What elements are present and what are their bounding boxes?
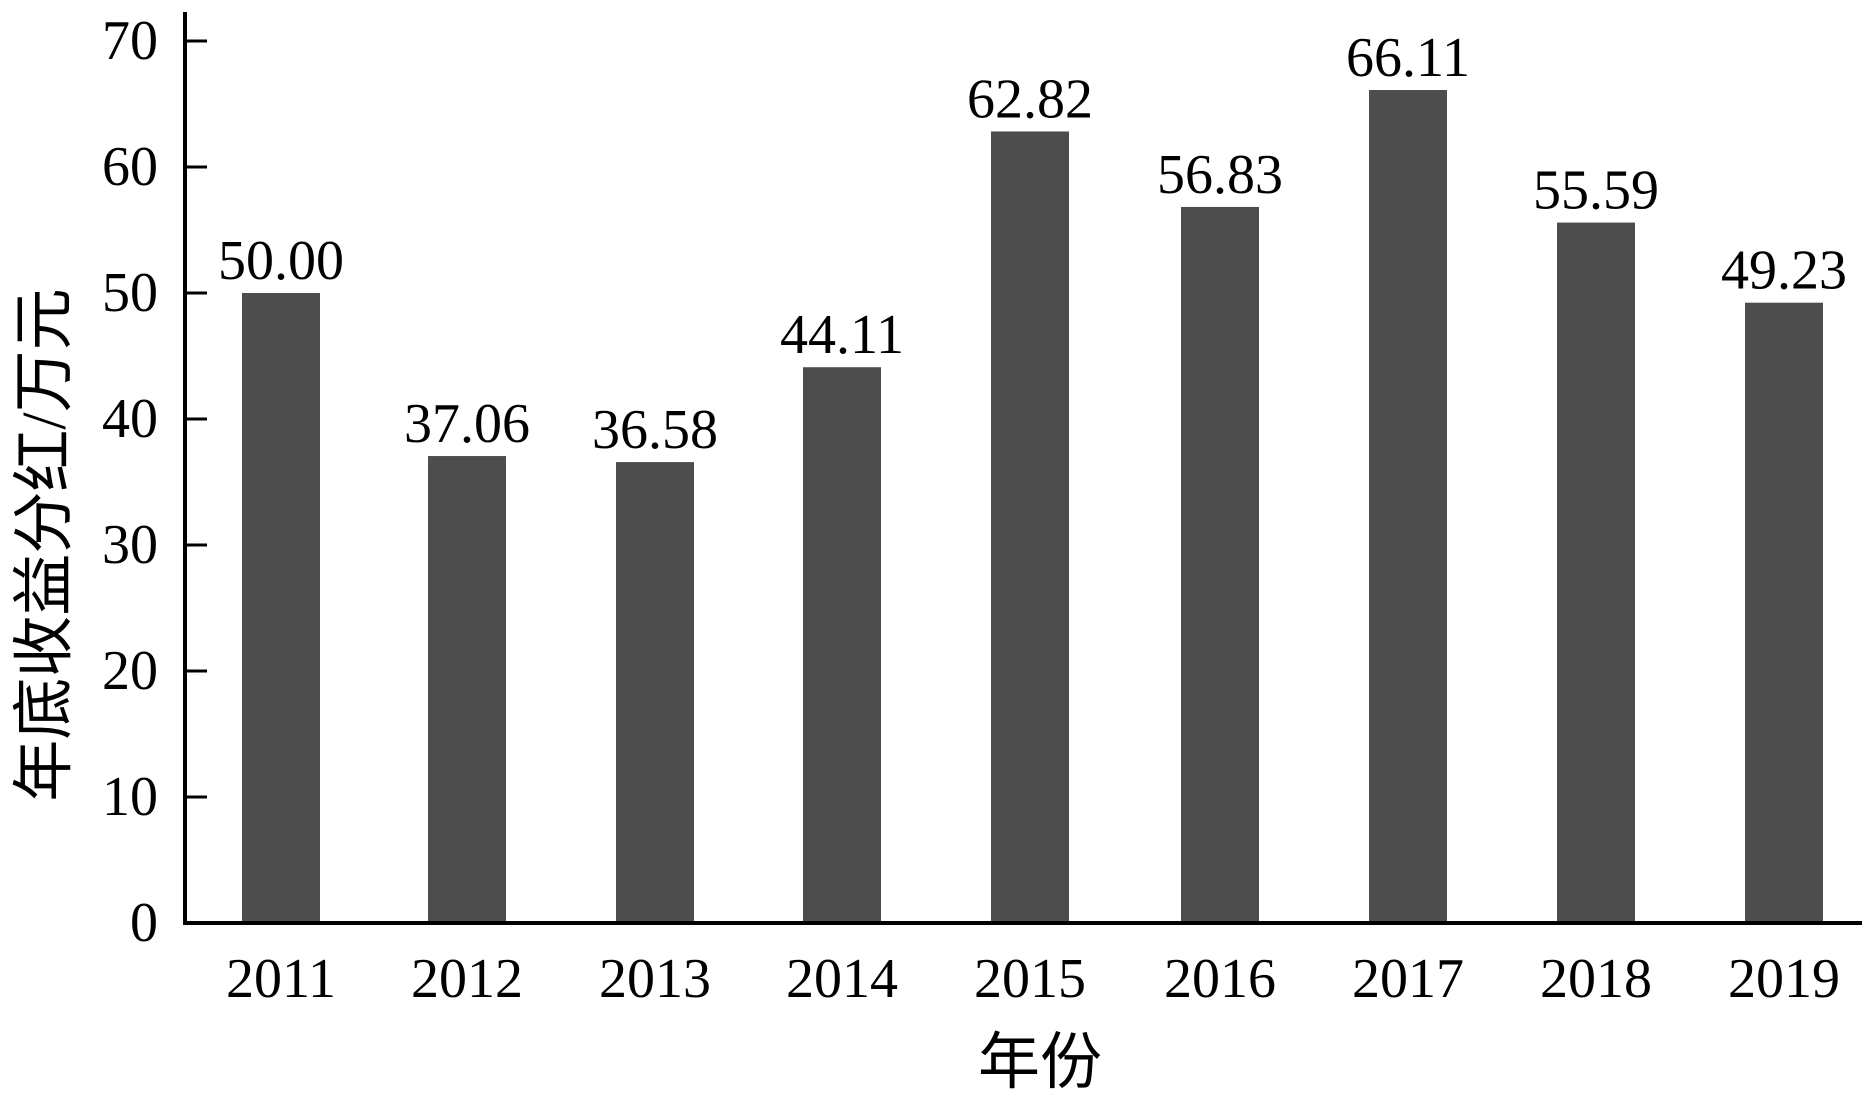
bar-2015 [991, 131, 1069, 923]
x-tick-label-2011: 2011 [226, 948, 336, 1010]
x-tick-label-2014: 2014 [786, 948, 898, 1010]
bar-2019 [1745, 302, 1823, 923]
x-tick-label-2017: 2017 [1352, 948, 1464, 1010]
value-label-2016: 56.83 [1157, 144, 1283, 206]
y-tick-label: 30 [102, 514, 158, 576]
value-labels-layer: 50.00 37.06 36.58 44.11 62.82 56.83 66.11 55.59… [218, 27, 1847, 461]
x-tick-label-2016: 2016 [1164, 948, 1276, 1010]
bar-2012 [428, 456, 506, 923]
value-label-2014: 44.11 [780, 304, 904, 366]
x-axis-title: 年份 [978, 1029, 1102, 1097]
y-tick-label: 60 [102, 136, 158, 198]
x-tick-label-2012: 2012 [411, 948, 523, 1010]
value-label-2012: 37.06 [404, 393, 530, 455]
y-tick-label: 10 [102, 766, 158, 828]
y-tick-label: 70 [102, 10, 158, 72]
bar-2013 [616, 462, 694, 923]
y-ticks-layer: 0 10 20 30 40 50 60 70 [102, 10, 207, 954]
y-tick-label: 50 [102, 262, 158, 324]
value-label-2015: 62.82 [967, 68, 1093, 130]
x-ticks-layer: 2011 2012 2013 2014 2015 2016 2017 2018 2019 [226, 948, 1840, 1010]
x-tick-label-2019: 2019 [1728, 948, 1840, 1010]
x-tick-label-2015: 2015 [974, 948, 1086, 1010]
value-label-2018: 55.59 [1533, 160, 1659, 222]
y-tick-label: 0 [130, 892, 158, 954]
y-tick-label: 40 [102, 388, 158, 450]
bar-2016 [1181, 206, 1259, 923]
value-label-2013: 36.58 [592, 399, 718, 461]
value-label-2017: 66.11 [1346, 27, 1470, 89]
bar-2018 [1557, 222, 1635, 924]
bar-2011 [242, 293, 320, 923]
x-tick-label-2013: 2013 [599, 948, 711, 1010]
bars-layer [242, 90, 1823, 924]
x-tick-label-2018: 2018 [1540, 948, 1652, 1010]
value-label-2019: 49.23 [1721, 240, 1847, 302]
y-axis-title: 年底收益分红/万元 [11, 288, 79, 801]
y-tick-label: 20 [102, 640, 158, 702]
bar-2014 [803, 367, 881, 923]
bar-2017 [1369, 90, 1447, 924]
value-label-2011: 50.00 [218, 230, 344, 292]
